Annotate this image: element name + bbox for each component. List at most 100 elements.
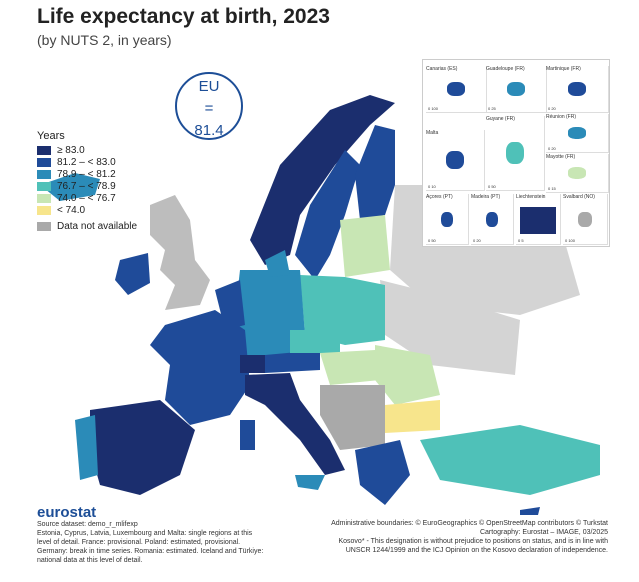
inset-scale: 0 5 (518, 238, 524, 243)
legend-item-na: Data not available (37, 221, 137, 232)
footer-notes: Source dataset: demo_r_mlifexp Estonia, … (37, 520, 277, 565)
region-germany (235, 270, 305, 360)
legend-swatch (37, 158, 51, 167)
inset-panel: Mayotte (FR) 0 15 (546, 154, 609, 193)
inset-shape (485, 211, 499, 227)
inset-name: Malta (426, 130, 439, 136)
region-ukraine (380, 280, 520, 375)
inset-scale: 0 20 (473, 238, 481, 243)
region-balkans (320, 385, 385, 450)
inset-name: Guyane (FR) (486, 116, 515, 122)
footer-note-line: Germany: break in time series. Romania: … (37, 548, 264, 555)
inset-scale: 0 15 (548, 186, 556, 191)
inset-panel: Malta 0 10 (426, 130, 485, 191)
inset-scale: 0 20 (548, 106, 556, 111)
inset-panel: Martinique (FR) 0 20 (546, 66, 609, 113)
legend-swatch (37, 146, 51, 155)
inset-shape (567, 167, 587, 179)
inset-shape (507, 82, 525, 96)
inset-shape (578, 211, 592, 227)
region-norway (250, 95, 395, 265)
inset-shape (506, 141, 524, 165)
region-romania (375, 345, 440, 405)
region-portugal (75, 415, 98, 480)
region-sicily (295, 475, 325, 490)
legend-swatch (37, 182, 51, 191)
legend-title: Years (37, 130, 65, 142)
map-subtitle: (by NUTS 2, in years) (37, 32, 172, 48)
inset-shape (520, 206, 556, 234)
legend-item: 81.2 – < 83.0 (37, 157, 137, 168)
footer-note-line: level of detail. France: provisional. Po… (37, 539, 241, 546)
inset-scale: 0 100 (428, 106, 439, 111)
inset-panel: Canarias (ES) 0 100 (426, 66, 487, 113)
eurostat-logo: eurostat (37, 504, 97, 521)
inset-scale: 0 10 (428, 184, 436, 189)
inset-name: Canarias (ES) (426, 66, 458, 72)
legend-item: 76.7 – < 78.9 (37, 181, 137, 192)
region-austria (265, 350, 320, 373)
map-title: Life expectancy at birth, 2023 (37, 5, 330, 28)
region-denmark (265, 250, 290, 277)
inset-shape (567, 127, 587, 139)
eu-label: EU (198, 78, 220, 95)
inset-name: Açores (PT) (426, 194, 453, 200)
legend-label: 76.7 – < 78.9 (57, 181, 116, 192)
footer-note-line: Source dataset: demo_r_mlifexp (37, 521, 138, 528)
region-bulgaria (385, 400, 440, 433)
legend-label: 81.2 – < 83.0 (57, 157, 116, 168)
inset-scale: 0 20 (548, 146, 556, 151)
region-sardinia (240, 420, 255, 450)
region-uk (150, 195, 210, 310)
legend: Years ≥ 83.0 81.2 – < 83.0 78.9 – < 81.2 76… (37, 130, 137, 233)
legend-swatch (37, 194, 51, 203)
inset-scale: 0 50 (488, 184, 496, 189)
inset-shape (440, 211, 454, 227)
legend-swatch (37, 206, 51, 215)
legend-item: 78.9 – < 81.2 (37, 169, 137, 180)
inset-panel: Madeira (PT) 0 20 (471, 194, 514, 245)
inset-name: Madeira (PT) (471, 194, 501, 200)
inset-panel: Réunion (FR) 0 20 (546, 114, 609, 153)
region-baltics (340, 215, 390, 277)
inset-name: Martinique (FR) (546, 66, 581, 72)
footer-note-line: national data at this level of detail. (37, 557, 143, 564)
footer-credit-line: Cartography: Eurostat – IMAGE, 03/2025 (479, 529, 608, 536)
region-france (150, 310, 250, 425)
region-switzerland (240, 355, 265, 373)
legend-label-na: Data not available (57, 221, 138, 232)
region-hungary (320, 350, 380, 385)
region-ireland (115, 253, 150, 295)
region-spain (90, 400, 195, 495)
region-italy (245, 373, 345, 475)
footer-credit-line: Kosovo* - This designation is without pr… (338, 538, 608, 545)
inset-panel: Guyane (FR) 0 50 (486, 116, 545, 191)
region-iceland (40, 173, 100, 201)
legend-item: 74.0 – < 76.7 (37, 193, 137, 204)
inset-panel: Svalbard (NO) 0 100 (563, 194, 608, 245)
region-sweden (295, 150, 360, 280)
eu-average-badge: EU = 81.4 (175, 72, 243, 140)
inset-scale: 0 100 (565, 238, 576, 243)
legend-swatch-na (37, 222, 51, 231)
inset-shape (446, 151, 464, 169)
eu-value: 81.4 (194, 122, 224, 139)
inset-scale: 0 25 (488, 106, 496, 111)
footer-credit-line: UNSCR 1244/1999 and the ICJ Opinion on t… (345, 547, 608, 554)
inset-name: Mayotte (FR) (546, 154, 576, 160)
region-greece (355, 440, 410, 505)
legend-label: 78.9 – < 81.2 (57, 169, 116, 180)
inset-panel: Guadeloupe (FR) 0 25 (486, 66, 547, 113)
legend-swatch (37, 170, 51, 179)
inset-shape (447, 82, 465, 96)
inset-panel: Liechtenstein 0 5 (516, 194, 561, 245)
legend-label: < 74.0 (57, 205, 86, 216)
legend-label: ≥ 83.0 (57, 145, 85, 156)
inset-name: Guadeloupe (FR) (486, 66, 525, 72)
inset-panel: Açores (PT) 0 50 (426, 194, 469, 245)
eu-equals: = (204, 100, 214, 117)
footer-note-line: Estonia, Cyprus, Latvia, Luxembourg and … (37, 530, 253, 537)
inset-shape (567, 82, 587, 96)
inset-scale: 0 50 (428, 238, 436, 243)
outermost-regions-insets: Canarias (ES) 0 100 Guadeloupe (FR) 0 25 Mar… (422, 59, 610, 247)
